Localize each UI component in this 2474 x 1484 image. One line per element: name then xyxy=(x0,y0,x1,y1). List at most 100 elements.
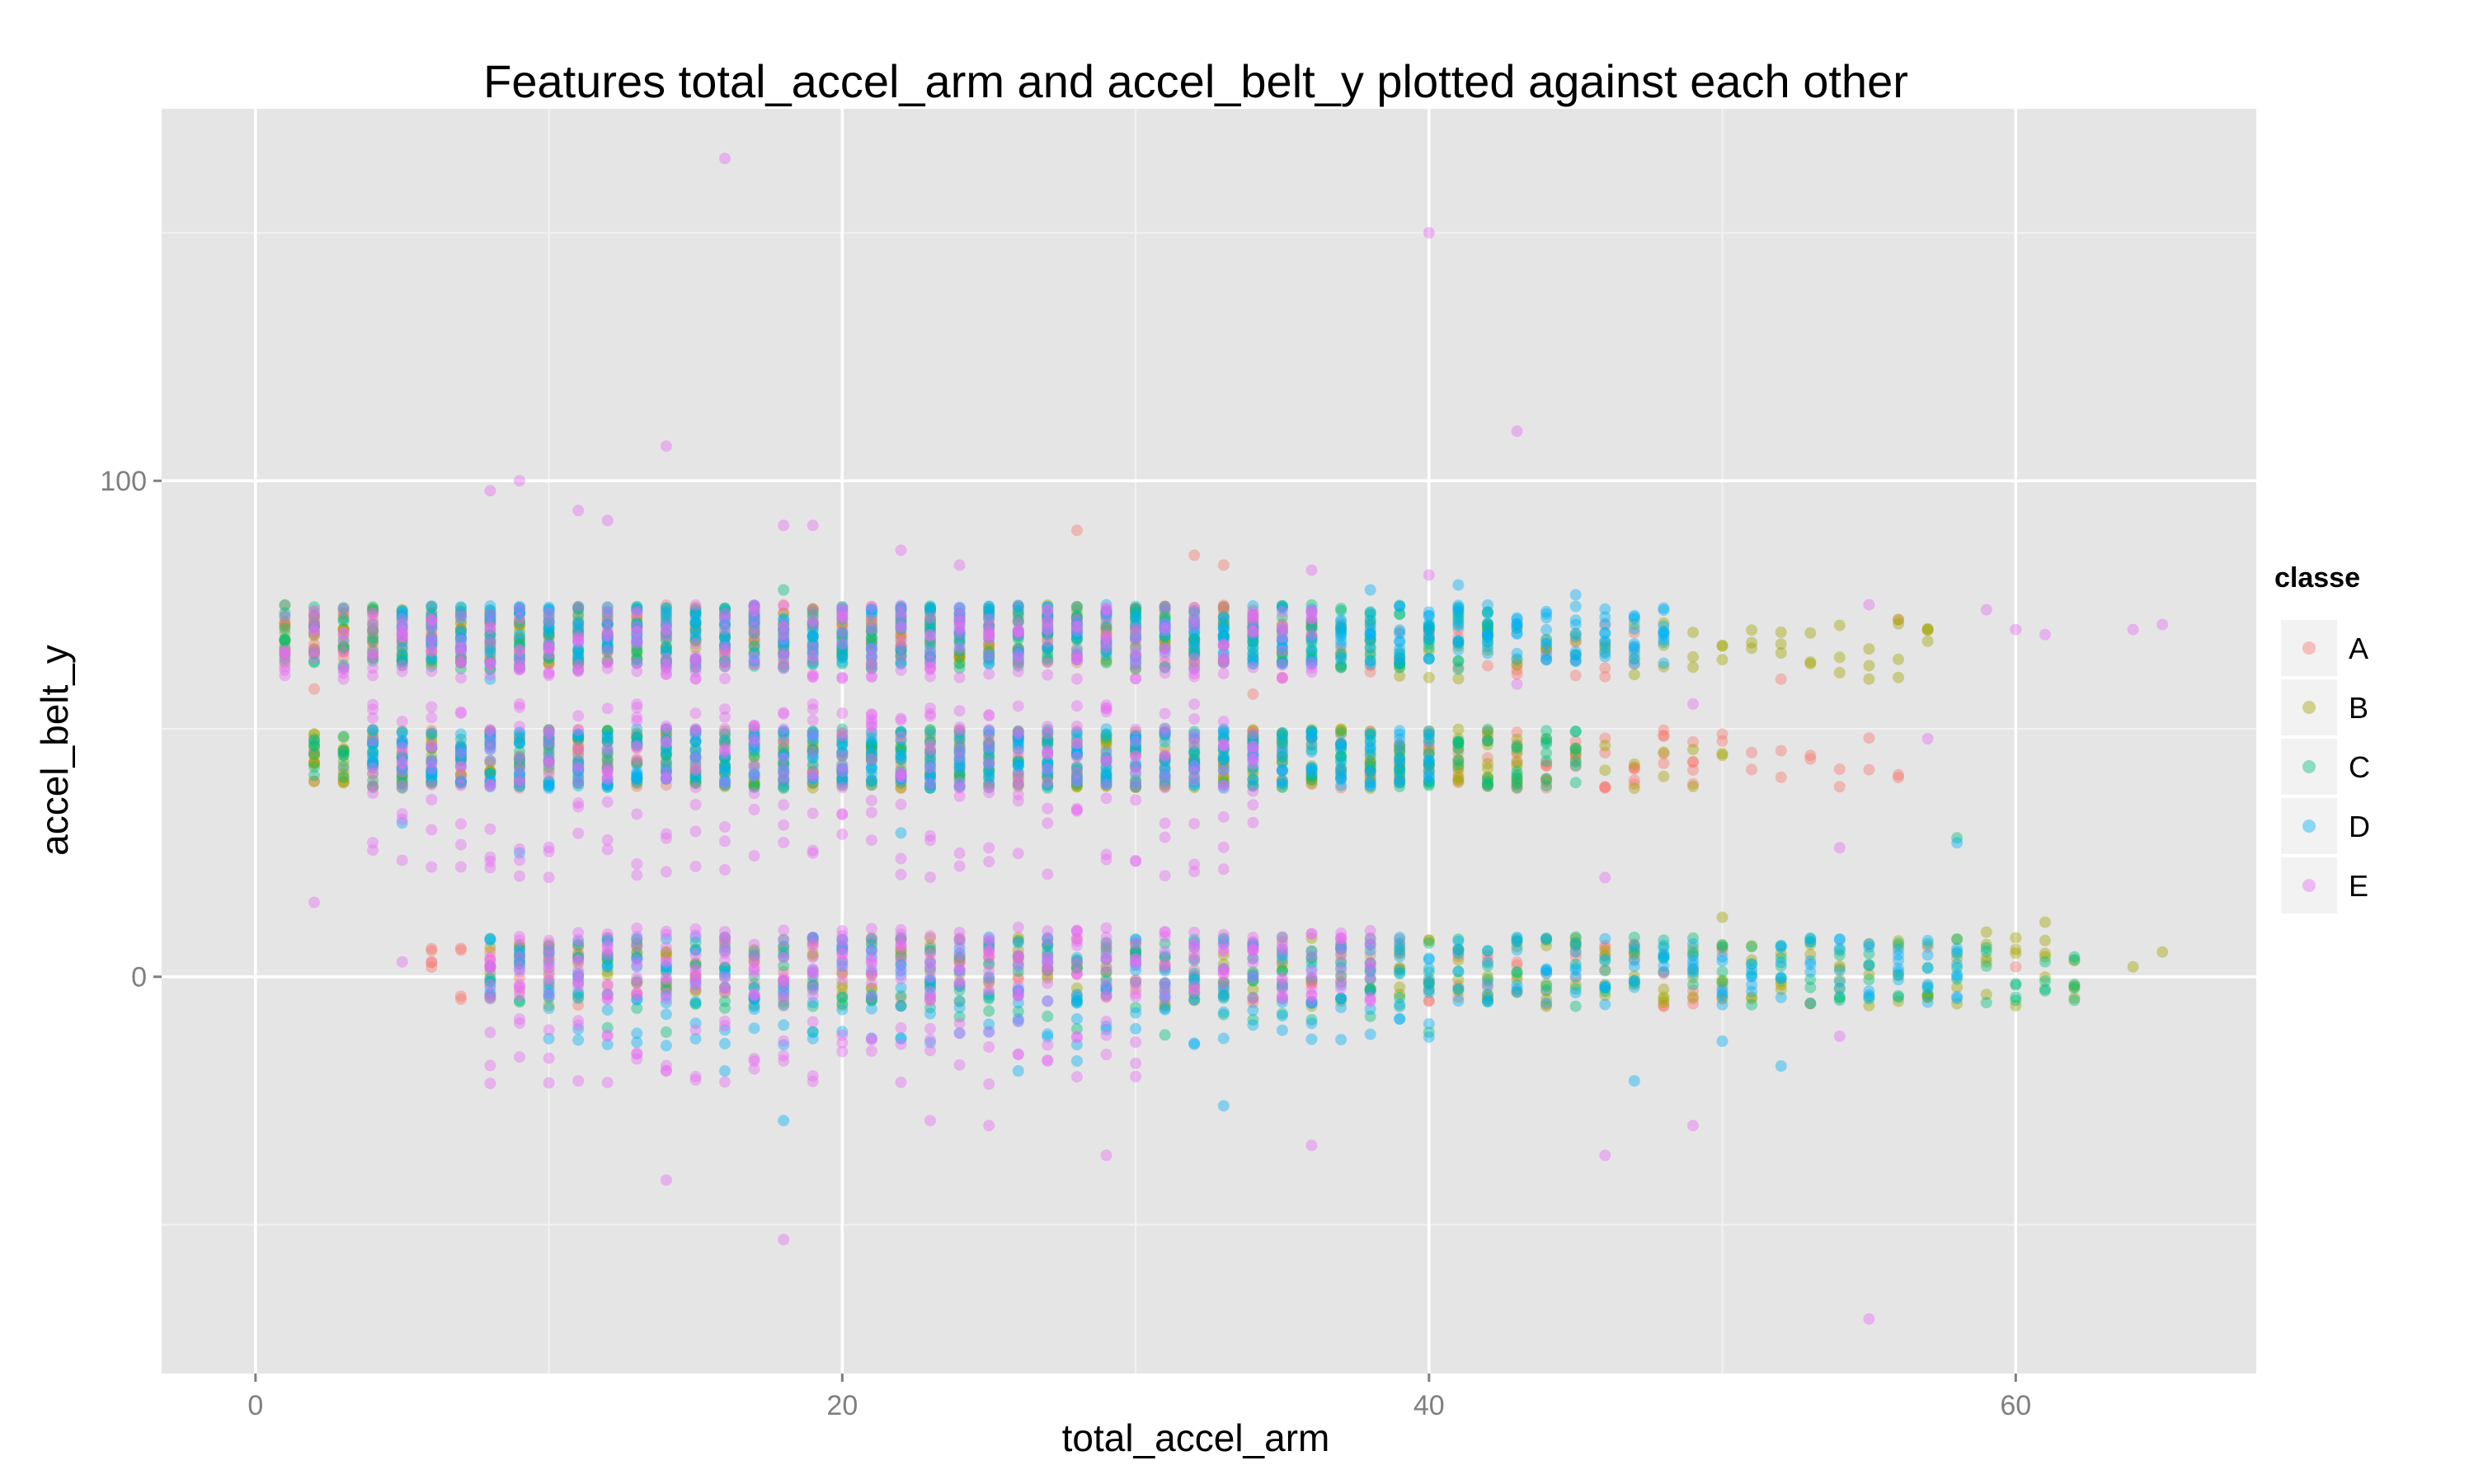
data-point xyxy=(1364,759,1376,772)
data-point xyxy=(836,618,849,630)
data-point xyxy=(514,965,525,978)
data-point xyxy=(719,644,731,656)
data-point xyxy=(660,832,672,844)
data-point xyxy=(1130,632,1142,645)
data-point xyxy=(1012,728,1024,740)
data-point xyxy=(454,993,467,1005)
data-point xyxy=(601,618,614,631)
data-point xyxy=(454,838,467,851)
data-point xyxy=(1511,622,1523,634)
data-point xyxy=(1217,616,1230,627)
data-point xyxy=(1130,603,1142,615)
data-point xyxy=(454,617,467,629)
data-point xyxy=(572,763,585,775)
data-point xyxy=(572,655,585,666)
data-point xyxy=(514,939,525,951)
data-point xyxy=(660,1008,672,1021)
data-point xyxy=(748,770,760,782)
data-point xyxy=(454,728,467,740)
data-point xyxy=(1070,1012,1083,1025)
data-point xyxy=(454,752,467,764)
data-point xyxy=(572,941,585,953)
data-point xyxy=(1423,227,1435,239)
data-point xyxy=(778,837,790,848)
data-point xyxy=(1305,656,1318,669)
data-point xyxy=(660,647,672,659)
data-point xyxy=(865,923,877,935)
data-point xyxy=(924,635,936,647)
data-point xyxy=(426,645,438,657)
data-point xyxy=(748,616,760,628)
data-point xyxy=(865,933,877,946)
data-point xyxy=(601,644,614,656)
data-point xyxy=(572,999,585,1012)
data-point xyxy=(514,843,525,855)
data-point xyxy=(1188,758,1201,770)
data-point xyxy=(601,629,614,641)
data-point xyxy=(836,632,849,644)
data-point xyxy=(895,1021,907,1034)
data-point xyxy=(1423,974,1435,987)
data-point xyxy=(1217,618,1230,631)
data-point xyxy=(953,1002,966,1014)
data-point xyxy=(1276,632,1288,644)
data-point xyxy=(953,860,966,872)
data-point xyxy=(1247,625,1259,637)
data-point xyxy=(631,642,643,655)
data-point xyxy=(1833,763,1846,775)
data-point xyxy=(1482,752,1493,764)
data-point xyxy=(953,847,966,859)
data-point xyxy=(983,951,995,964)
data-point xyxy=(1100,611,1112,622)
data-point xyxy=(396,636,408,648)
data-point xyxy=(719,1065,731,1077)
data-point xyxy=(1012,1015,1024,1027)
data-point xyxy=(660,993,672,1005)
data-point xyxy=(1012,778,1024,791)
chart-title: Features total_accel_arm and accel_belt_… xyxy=(483,55,1908,107)
data-point xyxy=(337,623,350,636)
legend-label-A: A xyxy=(2349,632,2368,665)
data-point xyxy=(895,730,907,743)
data-point xyxy=(367,787,379,799)
data-point xyxy=(1188,927,1201,938)
data-point xyxy=(1042,868,1054,881)
data-point xyxy=(1335,932,1348,945)
data-point xyxy=(895,963,907,975)
data-point xyxy=(1628,758,1640,770)
data-point xyxy=(1364,584,1376,596)
data-point xyxy=(396,854,408,866)
data-point xyxy=(983,984,995,997)
data-point xyxy=(924,956,936,969)
data-point xyxy=(1687,938,1699,951)
data-point xyxy=(337,661,350,674)
data-point xyxy=(631,635,643,646)
data-point xyxy=(1335,779,1348,791)
data-point xyxy=(1042,768,1054,781)
data-point xyxy=(807,743,819,755)
data-point xyxy=(1394,770,1406,782)
data-point xyxy=(1599,950,1611,962)
data-point xyxy=(807,618,819,631)
data-point xyxy=(836,944,849,956)
data-point xyxy=(1217,668,1230,680)
data-point xyxy=(836,989,849,1001)
x-tick-label: 60 xyxy=(2000,1390,2031,1421)
data-point xyxy=(953,790,966,802)
data-point xyxy=(1599,932,1611,945)
data-point xyxy=(953,627,966,640)
data-point xyxy=(1335,726,1348,739)
data-point xyxy=(1130,640,1142,652)
data-point xyxy=(308,628,320,641)
data-point xyxy=(895,609,907,622)
data-point xyxy=(1159,749,1171,762)
data-point xyxy=(2039,984,2051,997)
data-point xyxy=(983,779,995,791)
data-point xyxy=(748,599,760,612)
data-point xyxy=(1658,770,1670,782)
data-point xyxy=(1012,970,1024,983)
data-point xyxy=(631,808,643,820)
data-point xyxy=(953,744,966,756)
data-point xyxy=(1482,949,1493,961)
data-point xyxy=(1100,1016,1112,1027)
